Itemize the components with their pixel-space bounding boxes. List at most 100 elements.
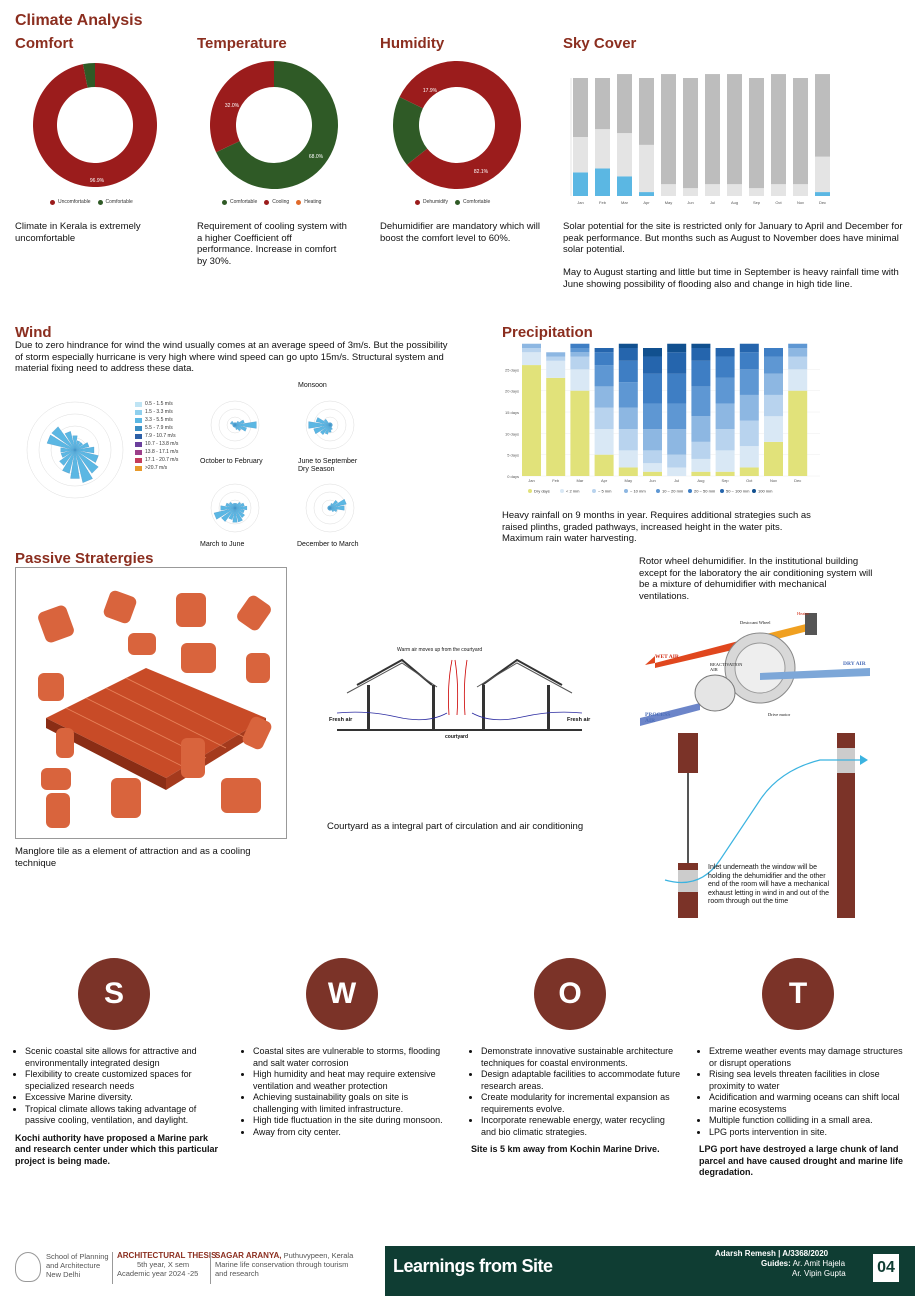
wind-legend-item: 0.5 - 1.5 m/s [135, 401, 178, 407]
precip-bar-segment [788, 348, 808, 357]
rose-petal [234, 507, 243, 523]
precip-bar-segment [715, 403, 735, 430]
oct-feb-label: October to February [200, 458, 263, 465]
rose-petal [228, 501, 236, 509]
tile-caption: Manglore tile as a element of attraction… [15, 846, 251, 869]
rose-petal [59, 449, 76, 466]
rose-petal [329, 505, 345, 511]
legend-dot-icon [296, 199, 302, 205]
legend-label: Dehumidify [423, 199, 449, 205]
swot-strengths: Scenic coastal site allows for attractiv… [15, 1046, 225, 1167]
dec-mar-label: December to March [297, 541, 359, 548]
precip-bar-segment [788, 369, 808, 391]
precip-bar-segment [643, 403, 662, 430]
precip-bar-segment [618, 348, 638, 361]
wind-title: Wind [15, 324, 52, 341]
rose-petal [234, 503, 236, 509]
wind-legend-item: 5.5 - 7.9 m/s [135, 425, 178, 431]
rose-petal [320, 424, 331, 435]
legend-label: Comfortable [463, 199, 491, 205]
rotor-diagram [640, 613, 870, 726]
sky-tick-label: Nov [797, 200, 804, 205]
list-item: Rising sea levels threaten facilities in… [709, 1069, 904, 1092]
precip-tick-label: Sep [722, 478, 730, 483]
sky-bar-segment [573, 78, 588, 137]
rose-petal [60, 447, 76, 453]
sky-bar-segment [639, 78, 654, 145]
dry-season-label: Dry Season [298, 466, 335, 473]
precip-ytick-label: 0 days [507, 474, 519, 479]
precip-legend-label: 20 ~ 50 mm [694, 489, 716, 494]
precip-tick-label: Aug [697, 478, 704, 483]
list-item: Create modularity for incremental expans… [481, 1092, 681, 1115]
precip-bar-segment [788, 343, 808, 348]
wind-rose-annual [26, 401, 124, 499]
humidity-slice-label-a: 17.9% [423, 88, 438, 94]
sky-bar-segment [815, 192, 830, 196]
rose-petal [234, 424, 238, 430]
rose-ring [313, 491, 347, 525]
wind-rose-mar-jun [210, 483, 260, 533]
rose-petal [234, 503, 238, 509]
sky-bar-segment [749, 188, 764, 196]
donut-slice [393, 96, 428, 165]
rose-petal [329, 507, 338, 512]
precip-tick-label: Oct [746, 478, 753, 483]
legend-swatch-icon [135, 417, 142, 423]
precip-bar-segment [715, 348, 735, 357]
rose-petal [213, 507, 236, 520]
legend-label: Comfortable [230, 199, 258, 205]
rose-petal [62, 449, 76, 474]
precip-bar-segment [667, 403, 687, 430]
rose-petal [328, 505, 331, 509]
precip-bar-segment [594, 352, 614, 366]
precip-legend-label: ~ 10 mm [630, 489, 646, 494]
courtyard-caption: Courtyard as a integral part of circulat… [327, 821, 584, 832]
wind-legend-item: 13.8 - 17.1 m/s [135, 449, 178, 455]
precip-legend-label: ~ 5 mm [598, 489, 612, 494]
rose-ring [305, 483, 355, 533]
comfort-description: Climate in Kerala is extremely uncomfort… [15, 221, 141, 244]
school-logo-icon [15, 1252, 41, 1282]
mar-jun-label: March to June [200, 541, 245, 548]
dehumidifier-unit [678, 870, 698, 892]
wind-description: Due to zero hindrance for wind the wind … [15, 340, 448, 374]
sky-bar-segment [705, 74, 720, 185]
list-item: Excessive Marine diversity. [25, 1092, 225, 1104]
precip-ytick-label: 5 days [507, 453, 519, 458]
desiccant-label: Desiccant Wheel [740, 620, 771, 625]
rose-petal [74, 442, 83, 451]
legend-label: 1.5 - 3.3 m/s [145, 409, 173, 415]
legend-label: >20.7 m/s [145, 465, 168, 471]
rose-petal [329, 499, 347, 509]
humidity-title: Humidity [380, 35, 445, 52]
precip-tick-label: Feb [552, 478, 560, 483]
rose-petal [46, 434, 76, 451]
precip-bar-segment [546, 360, 566, 378]
legend-dot-icon [97, 199, 103, 205]
comfort-donut-chart: 96.9% [32, 63, 157, 187]
donut-slice [210, 61, 274, 153]
opportunity-note: Site is 5 km away from Kochin Marine Dri… [471, 1144, 660, 1154]
legend-label: 3.3 - 5.5 m/s [145, 417, 173, 423]
precip-bar-segment [570, 348, 590, 353]
precip-bar-segment [667, 343, 687, 353]
sky-bar-segment [595, 78, 610, 130]
rose-petal [234, 507, 245, 518]
precip-bar-segment [643, 356, 662, 374]
legend-dot-icon [624, 489, 628, 493]
legend-swatch-icon [135, 425, 142, 431]
footer: School of Planning and Architecture New De… [0, 1246, 915, 1296]
monsoon-label: Monsoon [298, 382, 327, 389]
thesis-info: ARCHITECTURAL THESIS 5th year, X sem Aca… [117, 1251, 217, 1278]
precip-ytick-label: 25 days [505, 367, 519, 372]
precip-tick-label: Jun [649, 478, 655, 483]
guides: Guides: Ar. Amit Hajela [761, 1259, 846, 1268]
legend-label: 13.8 - 17.1 m/s [145, 449, 179, 455]
rose-petal [234, 507, 245, 514]
page-number: 04 [873, 1254, 899, 1282]
donut-slice [216, 61, 338, 190]
rose-petal [228, 507, 236, 520]
sky-bar-segment [683, 78, 698, 189]
rose-petal [234, 419, 245, 426]
